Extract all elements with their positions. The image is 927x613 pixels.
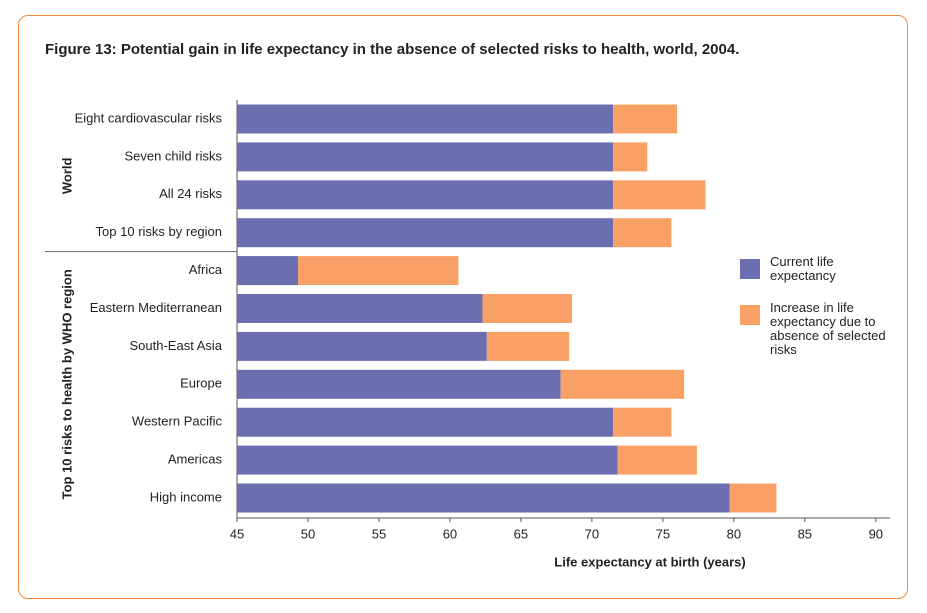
y-tick-label: Seven child risks <box>124 148 222 163</box>
bar-segment <box>237 483 730 513</box>
bar-segment <box>237 104 614 134</box>
x-tick-label: 60 <box>443 526 457 541</box>
y-tick-label: South-East Asia <box>130 338 223 353</box>
x-tick-label: 70 <box>585 526 599 541</box>
y-tick-label: Western Pacific <box>132 414 223 429</box>
x-tick-label: 55 <box>372 526 386 541</box>
legend-swatch <box>740 259 760 279</box>
x-tick-label: 90 <box>869 526 883 541</box>
chart-title: Figure 13: Potential gain in life expect… <box>45 41 739 58</box>
bar-segment <box>237 331 487 361</box>
y-tick-label: Africa <box>189 262 223 277</box>
bar-segment <box>237 407 614 437</box>
bar-segment <box>613 407 672 437</box>
bar-segment <box>613 180 706 210</box>
x-tick-label: 50 <box>301 526 315 541</box>
y-tick-label: All 24 risks <box>159 186 222 201</box>
legend-swatch <box>740 305 760 325</box>
group-label: Top 10 risks to health by WHO region <box>59 269 74 499</box>
y-tick-label: Eastern Mediterranean <box>90 300 222 315</box>
bar-segment <box>729 483 777 513</box>
bar-segment <box>617 445 697 475</box>
frame <box>18 15 908 599</box>
bar-segment <box>298 256 459 286</box>
x-tick-label: 45 <box>230 526 244 541</box>
bar-segment <box>237 180 614 210</box>
bar-segment <box>237 369 561 399</box>
bar-segment <box>486 331 570 361</box>
y-tick-label: Eight cardiovascular risks <box>75 110 223 125</box>
bar-segment <box>237 256 299 286</box>
bar-segment <box>613 142 648 172</box>
legend-label: Current life expectancy <box>770 254 836 283</box>
bar-segment <box>613 218 672 248</box>
legend-label: Increase in life expectancy due to absen… <box>770 300 886 357</box>
legend: Current life expectancy Increase in life … <box>740 255 900 375</box>
bar-segment <box>237 142 614 172</box>
x-tick-label: 85 <box>798 526 812 541</box>
legend-item: Current life expectancy <box>740 255 900 283</box>
y-tick-label: Europe <box>180 376 222 391</box>
bar-segment <box>237 445 618 475</box>
x-tick-label: 75 <box>656 526 670 541</box>
y-tick-label: Americas <box>168 452 223 467</box>
y-tick-label: Top 10 risks by region <box>96 224 222 239</box>
bar-segment <box>237 218 614 248</box>
x-tick-label: 65 <box>514 526 528 541</box>
x-axis-title: Life expectancy at birth (years) <box>554 554 745 569</box>
bar-segment <box>613 104 678 134</box>
x-tick-label: 80 <box>727 526 741 541</box>
legend-item: Increase in life expectancy due to absen… <box>740 301 900 357</box>
bar-segment <box>237 294 483 323</box>
bar-segment <box>560 369 685 399</box>
bar-segment <box>482 294 573 323</box>
y-tick-label: High income <box>150 489 222 504</box>
group-label: World <box>59 157 74 194</box>
